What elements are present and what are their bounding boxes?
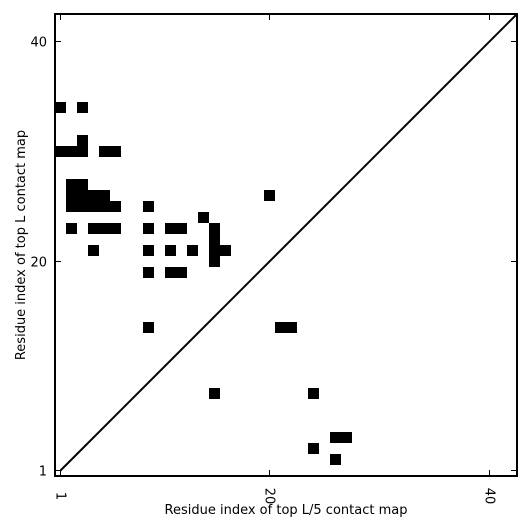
contact-cell [66, 179, 77, 190]
contact-cell [143, 223, 154, 234]
contact-cell [77, 179, 88, 190]
y-tick-label: 1 [39, 465, 47, 480]
contact-cell [165, 267, 176, 278]
contact-cell [209, 234, 220, 245]
contact-cell [55, 102, 66, 113]
contact-cell [187, 245, 198, 256]
contact-cell [88, 201, 99, 212]
contact-cell [165, 245, 176, 256]
axis-ticks: 1 20 40 1 20 40 [30, 14, 517, 504]
contact-cell [99, 190, 110, 201]
contact-cell [165, 223, 176, 234]
contact-cell [220, 245, 231, 256]
contact-cells [55, 102, 352, 465]
contact-cell [209, 388, 220, 399]
contact-cell [143, 245, 154, 256]
contact-cell [77, 190, 88, 201]
contact-cell [286, 322, 297, 333]
contact-cell [330, 454, 341, 465]
contact-cell [55, 146, 66, 157]
contact-cell [341, 432, 352, 443]
contact-cell [143, 267, 154, 278]
contact-cell [198, 212, 209, 223]
contact-cell [99, 223, 110, 234]
contact-cell [77, 102, 88, 113]
y-tick-label: 20 [30, 256, 47, 271]
contact-cell [66, 190, 77, 201]
contact-cell [209, 223, 220, 234]
contact-cell [66, 201, 77, 212]
contact-cell [99, 201, 110, 212]
contact-cell [176, 267, 187, 278]
contact-cell [308, 443, 319, 454]
contact-cell [99, 146, 110, 157]
contact-cell [88, 190, 99, 201]
contact-cell [66, 146, 77, 157]
x-tick-label: 1 [53, 492, 68, 500]
y-axis-label: Residue index of top L contact map [14, 130, 29, 360]
x-axis-label: Residue index of top L/5 contact map [165, 503, 408, 518]
x-tick-label: 40 [482, 488, 497, 505]
contact-cell [143, 322, 154, 333]
contact-cell [143, 201, 154, 212]
contact-cell [275, 322, 286, 333]
contact-cell [264, 190, 275, 201]
contact-cell [176, 223, 187, 234]
contact-cell [209, 256, 220, 267]
contact-cell [209, 245, 220, 256]
contact-cell [330, 432, 341, 443]
plot-frame [54, 13, 518, 477]
x-tick-label: 20 [262, 488, 277, 505]
contact-cell [110, 201, 121, 212]
contact-cell [77, 146, 88, 157]
diagonal-line [59, 13, 518, 472]
contact-cell [308, 388, 319, 399]
y-tick-label: 40 [30, 36, 47, 51]
contact-cell [110, 146, 121, 157]
contact-cell [77, 135, 88, 146]
contact-cell [77, 201, 88, 212]
contact-cell [66, 223, 77, 234]
contact-cell [110, 223, 121, 234]
contact-cell [88, 223, 99, 234]
contact-cell [88, 245, 99, 256]
